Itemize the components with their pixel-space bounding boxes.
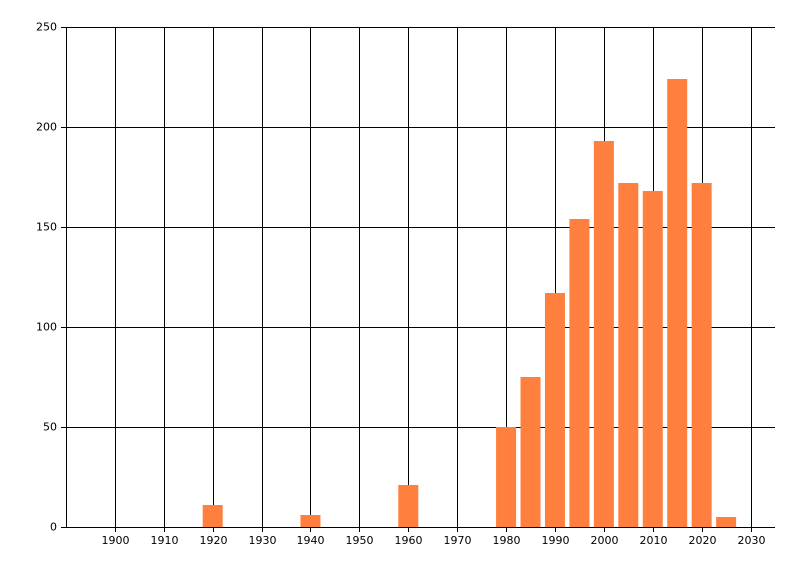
x-tick-label: 1980 — [493, 534, 521, 547]
bar — [496, 427, 517, 527]
x-tick-label: 1990 — [542, 534, 570, 547]
x-tick-label: 1900 — [102, 534, 130, 547]
x-tick-label: 1920 — [200, 534, 228, 547]
x-tick-label: 1950 — [346, 534, 374, 547]
bar — [667, 79, 688, 527]
x-tick-label: 1940 — [297, 534, 325, 547]
y-tick-label: 50 — [43, 421, 57, 434]
y-tick-label: 250 — [36, 21, 57, 34]
y-tick-label: 200 — [36, 121, 57, 134]
bar — [716, 517, 737, 527]
bar — [593, 141, 614, 527]
x-tick-label: 2030 — [738, 534, 766, 547]
bar — [544, 293, 565, 527]
y-tick-label: 0 — [50, 521, 57, 534]
bar — [202, 505, 223, 527]
x-tick-label: 2000 — [591, 534, 619, 547]
bar — [520, 377, 541, 527]
bar — [398, 485, 419, 527]
bar — [569, 219, 590, 527]
x-tick-label: 2010 — [640, 534, 668, 547]
bar — [300, 515, 321, 527]
bar — [691, 183, 712, 527]
x-tick-label: 1960 — [395, 534, 423, 547]
y-tick-label: 150 — [36, 221, 57, 234]
y-tick-label: 100 — [36, 321, 57, 334]
x-tick-label: 1910 — [151, 534, 179, 547]
x-tick-label: 1970 — [444, 534, 472, 547]
x-tick-label: 2020 — [689, 534, 717, 547]
bar — [618, 183, 639, 527]
bar — [642, 191, 663, 527]
x-tick-label: 1930 — [249, 534, 277, 547]
